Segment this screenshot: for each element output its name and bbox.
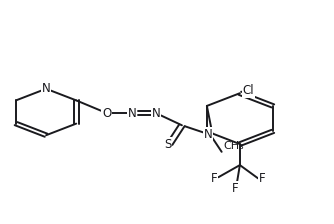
Text: F: F: [211, 172, 218, 185]
Text: F: F: [259, 172, 266, 185]
Text: S: S: [164, 138, 172, 151]
Text: N: N: [42, 82, 50, 95]
Text: N: N: [204, 128, 213, 141]
Text: N: N: [152, 107, 161, 120]
Text: O: O: [102, 107, 111, 120]
Text: Cl: Cl: [242, 84, 254, 97]
Text: N: N: [128, 107, 137, 120]
Text: F: F: [231, 182, 238, 195]
Text: CH₃: CH₃: [223, 141, 244, 151]
